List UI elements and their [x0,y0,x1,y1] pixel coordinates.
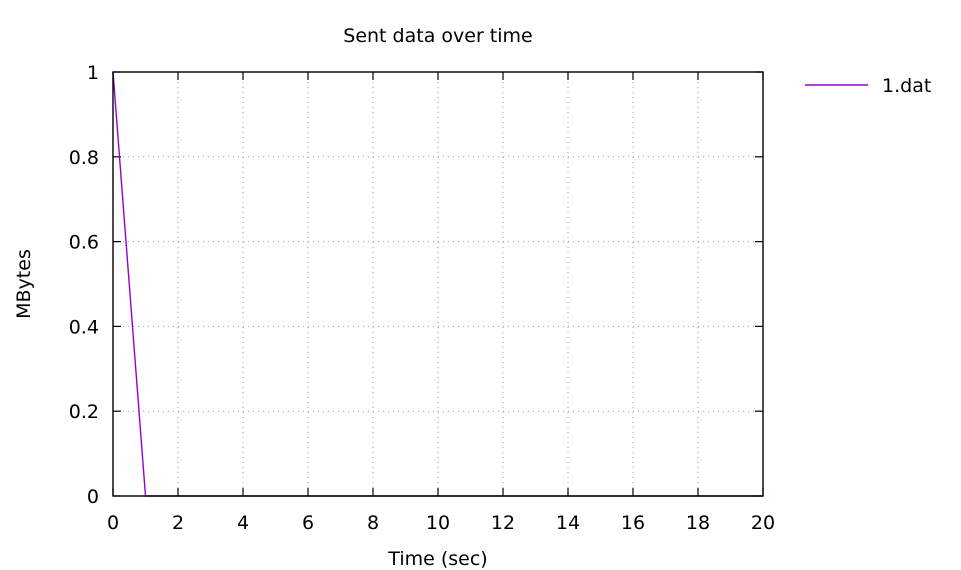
y-tick-label: 1 [87,62,99,84]
x-tick-label: 16 [621,512,645,534]
y-tick-label: 0.2 [69,401,99,423]
y-tick-label: 0.8 [69,147,99,169]
chart-title: Sent data over time [343,25,532,47]
y-tick-labels: 0 0.2 0.4 0.6 0.8 1 [69,62,99,508]
y-tick-label: 0.4 [69,316,99,338]
x-tick-label: 18 [686,512,710,534]
x-tick-label: 0 [107,512,119,534]
legend-label-1-dat: 1.dat [882,75,931,97]
plot-frame [112,71,764,497]
x-tick-label: 20 [751,512,775,534]
x-tick-label: 12 [491,512,515,534]
x-tick-label: 2 [172,512,184,534]
grid [113,72,763,496]
x-tick-label: 8 [367,512,379,534]
x-tick-label: 6 [302,512,314,534]
y-axis-title: MBytes [13,249,35,319]
y-tick-label: 0 [87,486,99,508]
legend: 1.dat [805,75,931,97]
x-tick-label: 10 [426,512,450,534]
x-tick-labels: 0 2 4 6 8 10 12 14 16 18 20 [107,512,775,534]
x-axis-title: Time (sec) [387,548,487,570]
x-tick-label: 4 [237,512,249,534]
y-tick-label: 0.6 [69,232,99,254]
x-tick-label: 14 [556,512,580,534]
